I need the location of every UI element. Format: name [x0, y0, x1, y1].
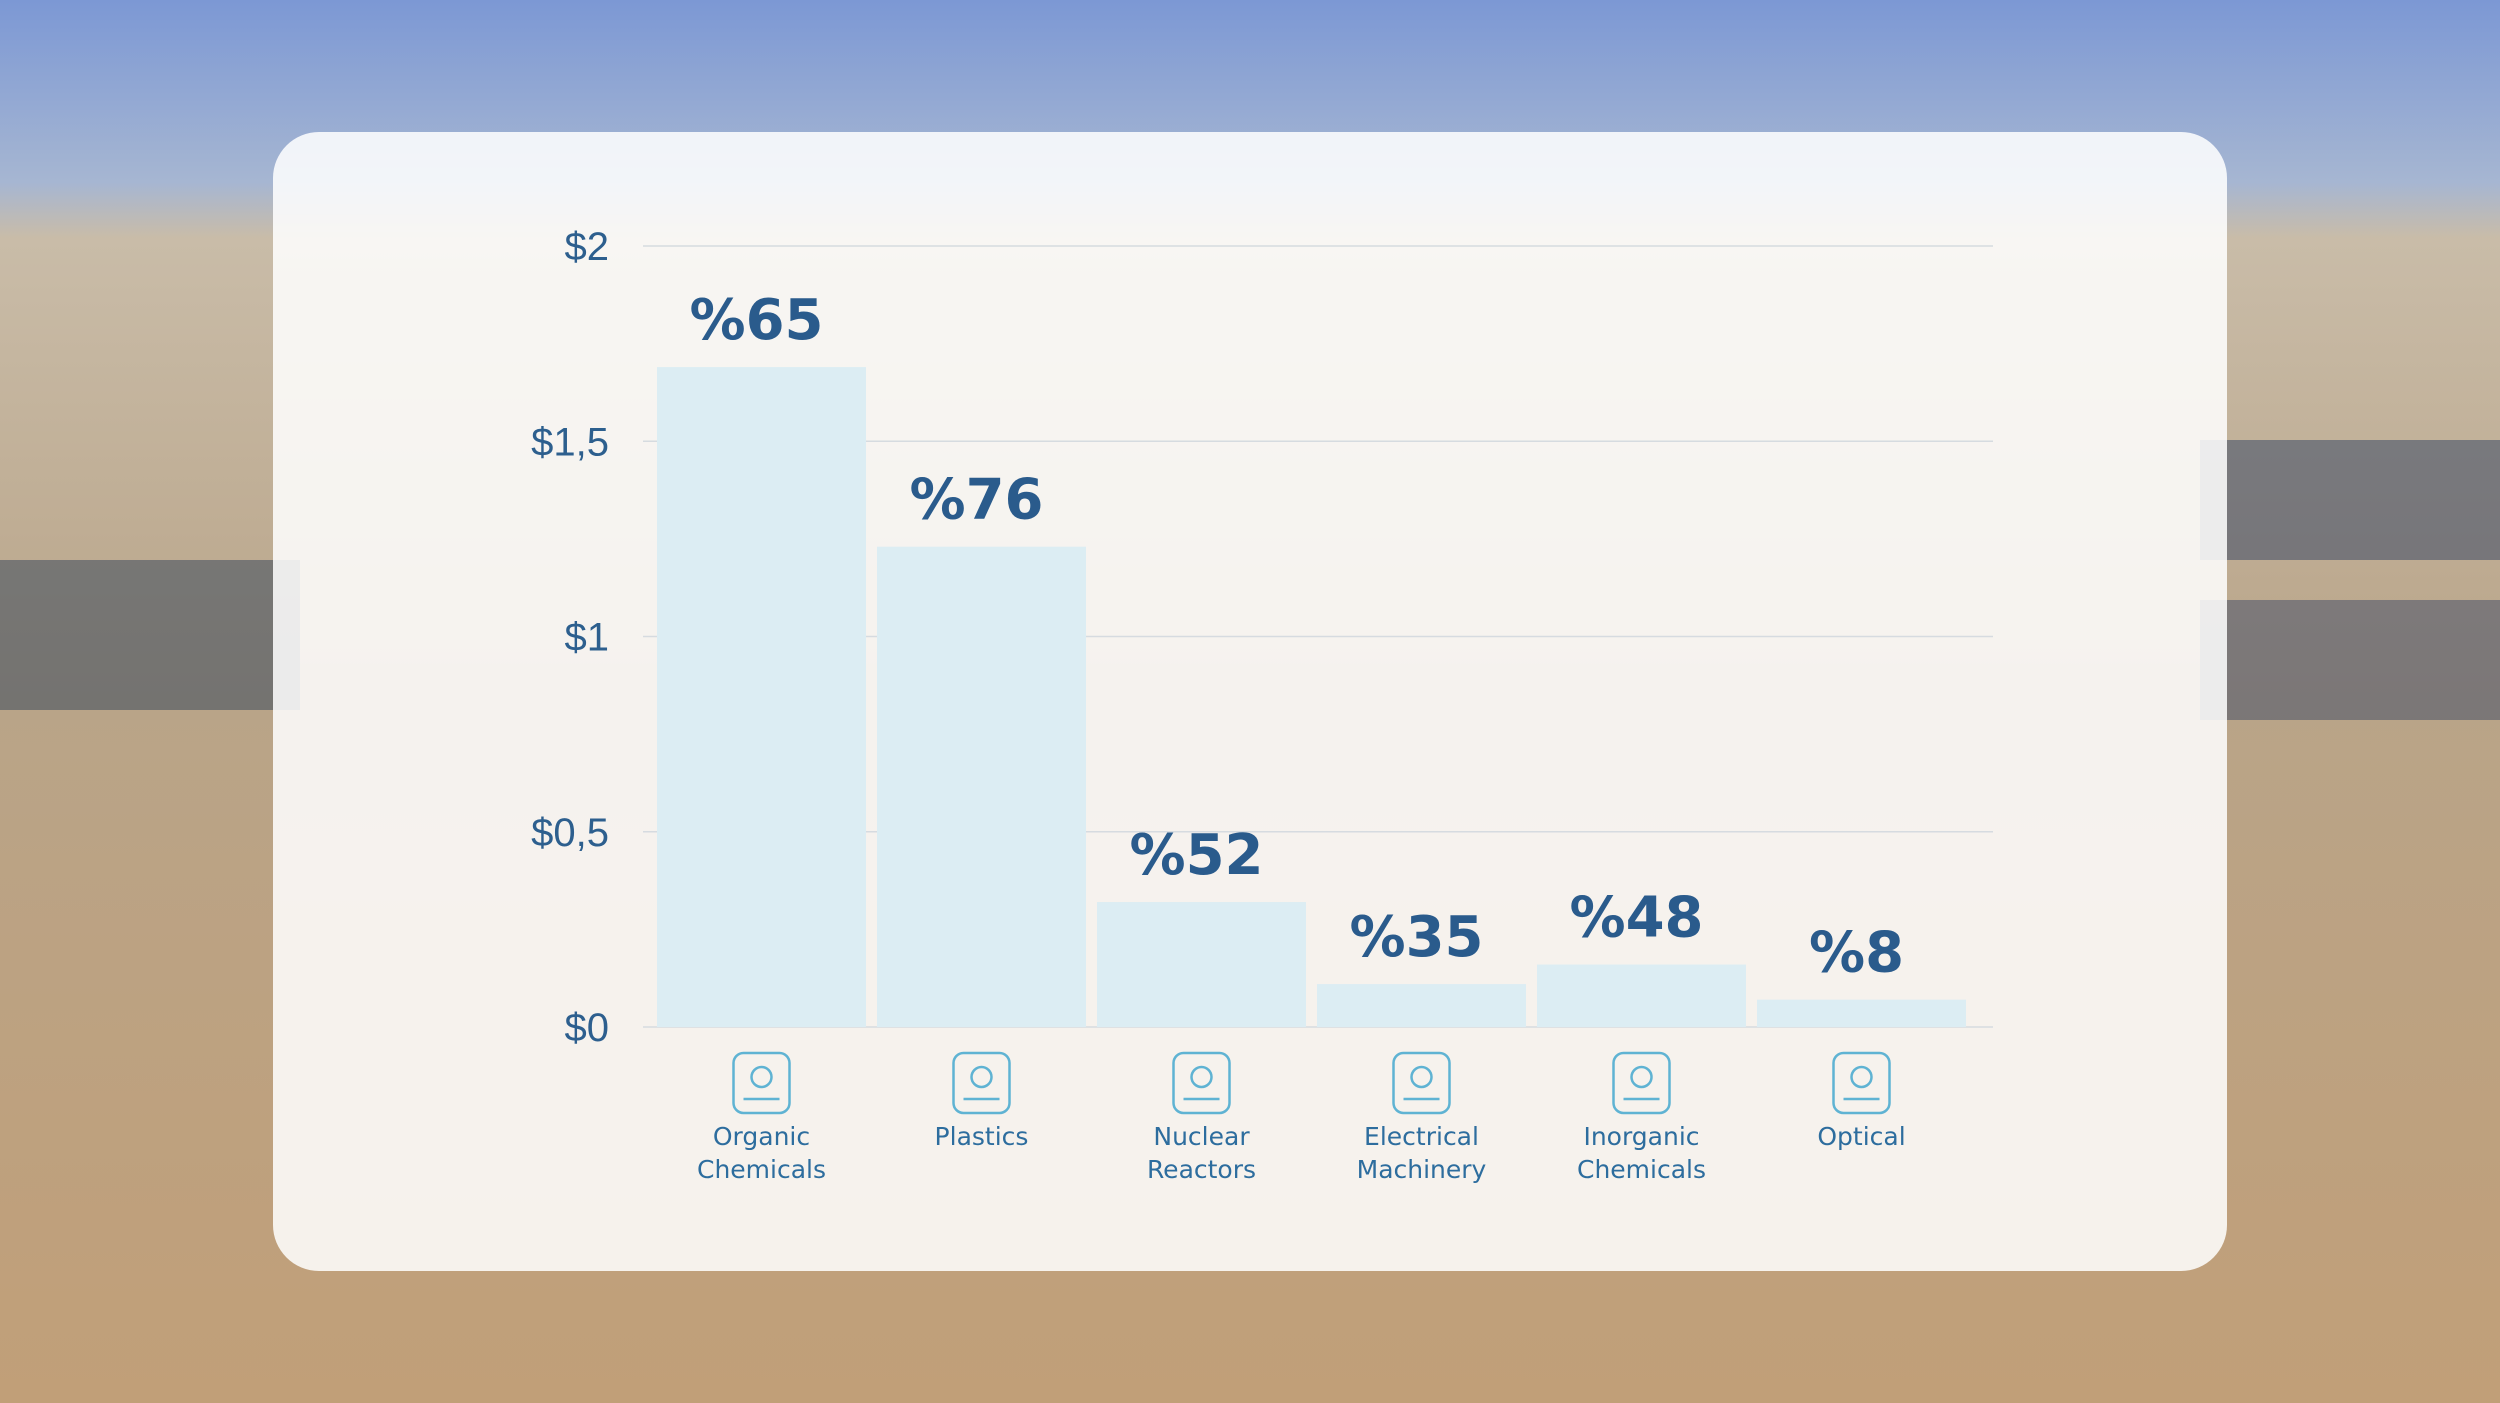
icon-shape: [1612, 1051, 1671, 1115]
x-tick-label-box: Nuclear Reactors: [1146, 1122, 1257, 1184]
percent-label: %52: [1129, 823, 1263, 888]
icon-shape: [1832, 1051, 1891, 1115]
icon-shape: [1190, 1065, 1213, 1089]
category-icon: [952, 1051, 1011, 1115]
bar: [877, 546, 1086, 1027]
icon-shape: [970, 1065, 993, 1089]
percent-label: %76: [909, 468, 1043, 533]
icon-shape: [1630, 1065, 1653, 1089]
icon-shape: [1172, 1051, 1231, 1115]
x-tick-label-box: Electrical Machinery: [1356, 1122, 1487, 1184]
x-tick-label-box: Optical: [1817, 1122, 1906, 1151]
bar: [1537, 964, 1746, 1027]
category-icon: [1832, 1051, 1891, 1115]
x-tick-label: Electrical Machinery: [1356, 1122, 1487, 1184]
x-tick-label-box: Inorganic Chemicals: [1576, 1122, 1707, 1184]
icon-shape: [750, 1065, 773, 1089]
y-tick-label: $0: [565, 1006, 610, 1050]
bar: [1757, 999, 1966, 1027]
bar: [1317, 984, 1526, 1027]
x-tick-label-box: Plastics: [934, 1122, 1029, 1151]
y-tick-label: $1,5: [531, 420, 609, 464]
x-tick-label: Optical: [1817, 1122, 1906, 1151]
icon-shape: [952, 1051, 1011, 1115]
x-tick-label: Organic Chemicals: [696, 1122, 827, 1184]
category-icon: [1392, 1051, 1451, 1115]
bar: [1097, 902, 1306, 1027]
percent-label: %65: [689, 288, 823, 353]
card: [273, 132, 2227, 1271]
solar-panels: [2200, 600, 2500, 720]
bar: [657, 367, 866, 1027]
percent-label: %8: [1809, 921, 1904, 986]
x-tick-label: Plastics: [934, 1122, 1029, 1151]
icon-shape: [1850, 1065, 1873, 1089]
y-tick-label: $2: [565, 225, 610, 269]
solar-panels: [2200, 440, 2500, 560]
category-icon: [1172, 1051, 1231, 1115]
y-tick-label: $0,5: [531, 811, 609, 855]
percent-label: %48: [1569, 886, 1703, 951]
x-tick-label: Nuclear Reactors: [1146, 1122, 1257, 1184]
icon-shape: [732, 1051, 791, 1115]
x-tick-label: Inorganic Chemicals: [1576, 1122, 1707, 1184]
icon-shape: [1392, 1051, 1451, 1115]
x-tick-label-box: Organic Chemicals: [696, 1122, 827, 1184]
y-tick-label: $1: [565, 616, 610, 660]
icon-shape: [1410, 1065, 1433, 1089]
category-icon: [732, 1051, 791, 1115]
solar-panels: [0, 560, 300, 710]
category-icon: [1612, 1051, 1671, 1115]
percent-label: %35: [1349, 905, 1483, 970]
